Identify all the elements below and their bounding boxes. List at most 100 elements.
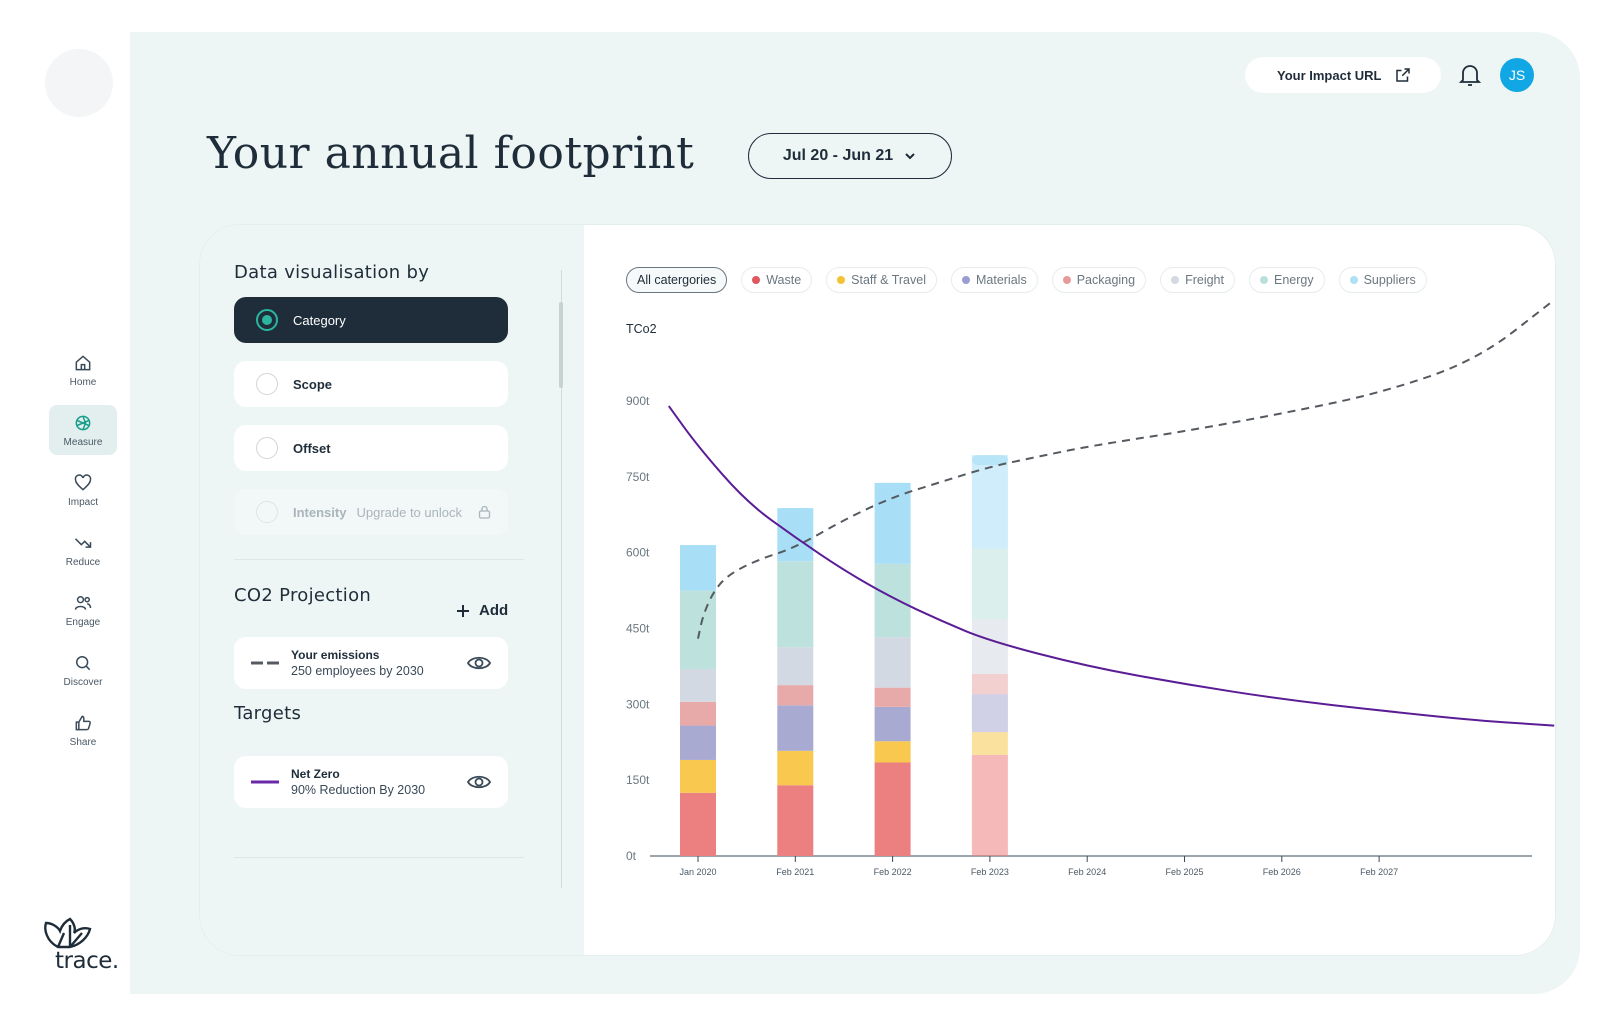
bar-segment: [680, 701, 716, 726]
impact-url-button[interactable]: Your Impact URL: [1245, 57, 1441, 93]
y-tick-label: 150t: [626, 773, 650, 787]
thumbs-up-icon: [75, 715, 91, 730]
user-avatar[interactable]: JS: [1500, 58, 1534, 92]
nav-label: Impact: [67, 496, 98, 508]
legend-label: Suppliers: [1363, 273, 1416, 287]
nav-label: Discover: [63, 676, 103, 688]
target-line: [667, 405, 1555, 727]
emissions-chart: TCo2 0t 150t 300t 450t 600t 750t 900t Jan 2020 Fe…: [626, 299, 1555, 877]
visualisation-title: Data visualisation by: [234, 262, 430, 283]
nav-label: Engage: [65, 616, 101, 628]
nav-list: Home Measure Impact Reduce Engage Discov…: [49, 345, 119, 765]
legend-chip-waste[interactable]: Waste: [741, 267, 813, 293]
nav-item-impact[interactable]: Impact: [49, 465, 117, 515]
radio-selected[interactable]: [256, 309, 278, 331]
brand-name: trace.: [55, 948, 119, 974]
bar-segment: [777, 561, 814, 648]
bar-segment: [971, 754, 1008, 856]
bar-segment: [874, 687, 911, 707]
add-label: Add: [479, 602, 509, 619]
eye-icon[interactable]: [466, 650, 492, 676]
bar-segment: [777, 750, 814, 786]
users-icon: [74, 595, 92, 610]
scrollbar-track[interactable]: [561, 270, 562, 888]
x-tick-label: Feb 2026: [1263, 867, 1301, 877]
page-title: Your annual footprint: [207, 128, 695, 179]
bar-segment: [680, 759, 716, 793]
x-tick-label: Feb 2024: [1068, 867, 1106, 877]
x-tick-label: Jan 2020: [679, 867, 716, 877]
workspace-logo-placeholder[interactable]: [45, 49, 113, 117]
option-label: Offset: [293, 440, 331, 456]
x-tick-label: Feb 2023: [971, 867, 1009, 877]
nav-item-engage[interactable]: Engage: [49, 585, 117, 635]
bar-segment: [680, 792, 716, 856]
y-tick-label: 450t: [626, 622, 650, 636]
divider: [234, 857, 524, 858]
legend-chip-packaging[interactable]: Packaging: [1051, 267, 1147, 293]
heart-icon: [74, 473, 92, 491]
legend-chip-energy[interactable]: Energy: [1248, 267, 1325, 293]
legend-label: Waste: [766, 273, 802, 287]
bar-segment: [971, 619, 1008, 674]
y-tick-label: 750t: [626, 470, 650, 484]
solid-line-swatch-icon: [251, 780, 279, 784]
option-scope[interactable]: Scope: [234, 361, 508, 407]
external-link-icon: [1395, 68, 1410, 82]
nav-item-measure[interactable]: Measure: [49, 405, 117, 455]
target-card: Net Zero 90% Reduction By 2030: [234, 756, 508, 808]
targets-title: Targets: [234, 703, 302, 724]
controls-pane: Data visualisation by Category Scope Off…: [200, 225, 584, 955]
option-label: Category: [293, 312, 346, 328]
projection-card-title: Your emissions: [291, 648, 380, 662]
legend-chip-staff-travel[interactable]: Staff & Travel: [826, 267, 937, 293]
chevron-down-icon: [905, 153, 915, 160]
projection-card-subtitle: 250 employees by 2030: [291, 664, 424, 678]
legend-chip-all[interactable]: All catergories: [626, 267, 728, 293]
bar-top-cap: [874, 482, 911, 493]
legend-dot: [1259, 276, 1268, 284]
sidebar-nav: Home Measure Impact Reduce Engage Discov…: [0, 0, 130, 1024]
bar-top-cap: [971, 455, 1008, 466]
nav-item-reduce[interactable]: Reduce: [49, 525, 117, 575]
legend-chip-materials[interactable]: Materials: [950, 267, 1038, 293]
nav-item-discover[interactable]: Discover: [49, 645, 117, 695]
trend-down-icon: [74, 537, 92, 548]
legend-label: Staff & Travel: [851, 273, 926, 287]
bar-segment: [874, 762, 911, 856]
x-tick-label: Feb 2022: [874, 867, 912, 877]
category-legend: All catergories Waste Staff & Travel Mat…: [626, 267, 1441, 293]
notifications-bell-icon[interactable]: [1458, 62, 1482, 88]
option-category[interactable]: Category: [234, 297, 508, 343]
bar-segment: [971, 455, 1008, 549]
scrollbar-thumb[interactable]: [559, 302, 563, 388]
legend-chip-suppliers[interactable]: Suppliers: [1338, 267, 1427, 293]
bar-top-cap: [777, 508, 814, 519]
bar-top-cap: [680, 545, 716, 556]
legend-dot: [1171, 276, 1180, 284]
legend-dot: [961, 276, 970, 284]
eye-icon[interactable]: [466, 769, 492, 795]
search-icon: [76, 655, 91, 670]
nav-item-home[interactable]: Home: [49, 345, 117, 395]
option-offset[interactable]: Offset: [234, 425, 508, 471]
nav-item-share[interactable]: Share: [49, 705, 117, 755]
date-range-dropdown[interactable]: Jul 20 - Jun 21: [748, 133, 952, 179]
bar-segment: [971, 694, 1008, 733]
projection-card: Your emissions 250 employees by 2030: [234, 637, 508, 689]
radio[interactable]: [256, 373, 278, 395]
chart-area: All catergories Waste Staff & Travel Mat…: [584, 225, 1555, 955]
radio[interactable]: [256, 437, 278, 459]
legend-chip-freight[interactable]: Freight: [1160, 267, 1235, 293]
add-projection-button[interactable]: Add: [455, 602, 508, 619]
bar-segment: [971, 548, 1008, 620]
bar-segment: [777, 685, 814, 706]
lock-icon: [478, 505, 491, 519]
option-label: Intensity: [293, 504, 347, 520]
nav-label: Share: [69, 736, 97, 748]
nav-label: Home: [69, 376, 97, 388]
target-card-title: Net Zero: [291, 767, 340, 781]
legend-dot: [837, 276, 846, 284]
nav-label: Reduce: [65, 556, 101, 568]
target-card-subtitle: 90% Reduction By 2030: [291, 783, 426, 797]
